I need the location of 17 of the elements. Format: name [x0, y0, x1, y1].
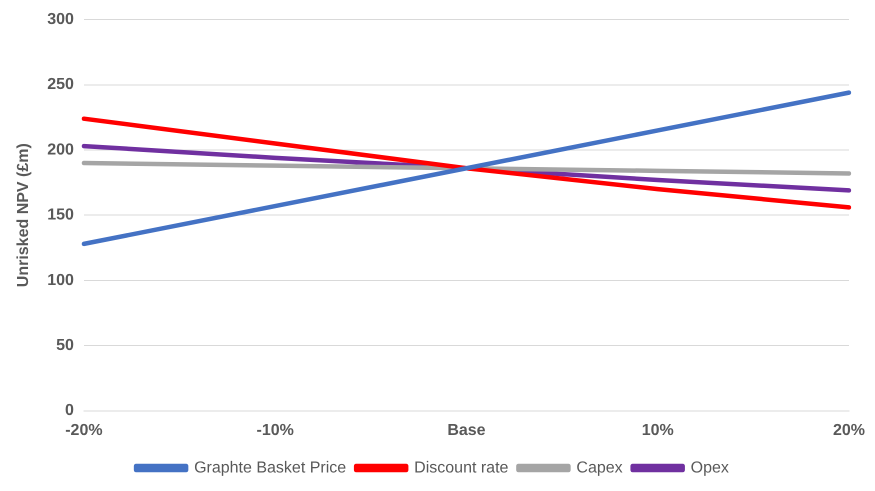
- y-tick-label: 100: [47, 272, 74, 289]
- legend-label: Opex: [690, 459, 729, 476]
- x-tick-label: -10%: [256, 422, 294, 439]
- x-tick-label: Base: [447, 422, 486, 439]
- legend-label: Graphte Basket Price: [194, 459, 346, 476]
- y-tick-label: 300: [47, 11, 74, 28]
- y-tick-label: 250: [47, 76, 74, 94]
- y-axis-title: Unrisked NPV (£m): [15, 143, 32, 288]
- y-tick-label: 150: [47, 206, 74, 224]
- x-tick-label: 20%: [832, 422, 866, 439]
- y-tick-label: 0: [64, 402, 74, 420]
- y-tick-label: 200: [47, 141, 74, 158]
- legend-label: Capex: [576, 459, 623, 476]
- y-tick-label: 50: [56, 337, 74, 354]
- x-tick-label: 10%: [642, 422, 674, 439]
- legend-label: Discount rate: [414, 459, 509, 476]
- x-tick-label: -20%: [65, 422, 103, 439]
